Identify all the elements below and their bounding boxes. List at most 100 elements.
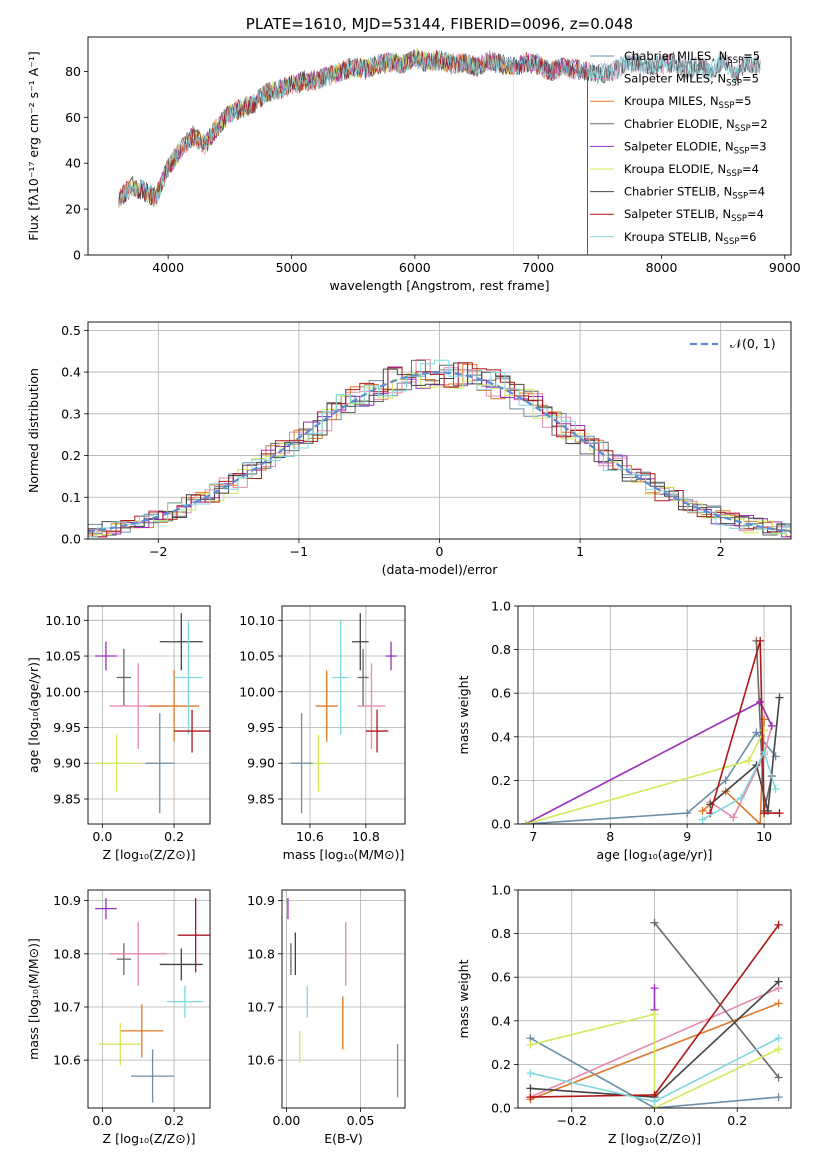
legend-sub: SSP bbox=[726, 169, 742, 179]
y-tick-label: 10.6 bbox=[53, 1053, 81, 1068]
panel-weight-vs-age: 7 8 9 10 0.0 0.2 0.4 0.6 0.8 1.0 age [log₁₀(age/yr… bbox=[456, 599, 792, 862]
y-tick-label: 0.0 bbox=[491, 1101, 511, 1116]
y-tick-label: 0.6 bbox=[491, 686, 511, 701]
legend-label: Chabrier ELODIE, NSSP=2 bbox=[624, 117, 768, 134]
x-tick-label: 0.2 bbox=[164, 1113, 184, 1128]
x-axis-label: mass [log₁₀(M/M⊙)] bbox=[283, 847, 405, 862]
x-axis-label: age [log₁₀(age/yr)] bbox=[597, 847, 713, 862]
legend-label-text: Chabrier MILES, N bbox=[624, 49, 727, 63]
legend-label: Kroupa ELODIE, NSSP=4 bbox=[624, 162, 759, 179]
weight-marker bbox=[521, 820, 530, 824]
legend-sub: SSP bbox=[724, 237, 740, 247]
legend-label-text: Kroupa ELODIE, N bbox=[624, 162, 726, 176]
legend-label: Salpeter ELODIE, NSSP=3 bbox=[624, 139, 767, 156]
histogram-series bbox=[88, 359, 791, 538]
axes-frame bbox=[87, 36, 792, 256]
errorbar-point bbox=[159, 613, 203, 671]
y-tick-label: 60 bbox=[65, 110, 81, 125]
y-tick-label: 10.9 bbox=[247, 893, 275, 908]
y-tick-label: 9.85 bbox=[247, 791, 275, 806]
x-tick-label: 10.6 bbox=[296, 829, 324, 844]
legend-label: Kroupa MILES, NSSP=5 bbox=[624, 94, 751, 111]
weight-series bbox=[702, 749, 777, 821]
x-axis-label: Z [log₁₀(Z/Z⊙)] bbox=[103, 1131, 196, 1146]
x-tick-label: 10 bbox=[756, 829, 772, 844]
axes-frame bbox=[87, 889, 211, 1109]
weight-marker bbox=[767, 721, 776, 730]
errorbar-point bbox=[351, 613, 369, 671]
y-tick-label: 10.7 bbox=[53, 999, 81, 1014]
spectrum-series bbox=[118, 51, 588, 255]
weight-marker bbox=[774, 977, 783, 986]
y-tick-label: 0.2 bbox=[61, 448, 81, 463]
weight-marker bbox=[729, 813, 738, 822]
x-axis-label: (data-model)/error bbox=[382, 562, 499, 577]
weight-marker bbox=[650, 1097, 659, 1106]
x-axis-label: E(B-V) bbox=[324, 1131, 363, 1146]
panel-mass-vs-EBV: 0.00 0.05 10.6 10.7 10.8 10.9 E(B-V) bbox=[247, 889, 406, 1146]
weight-marker bbox=[756, 697, 765, 706]
x-tick-label: 5000 bbox=[276, 260, 308, 275]
y-tick-label: 9.95 bbox=[53, 720, 81, 735]
y-tick-label: 0.4 bbox=[61, 365, 81, 380]
weight-series bbox=[709, 697, 781, 812]
weight-marker bbox=[771, 785, 780, 794]
y-tick-label: 9.85 bbox=[53, 791, 81, 806]
errorbar-point bbox=[116, 943, 132, 976]
legend-val: =5 bbox=[734, 94, 751, 108]
errorbar-point bbox=[145, 713, 175, 814]
chart-title: PLATE=1610, MJD=53144, FIBERID=0096, z=0… bbox=[246, 15, 633, 33]
errorbar-point bbox=[98, 1022, 142, 1066]
y-tick-label: 40 bbox=[65, 156, 81, 171]
y-tick-label: 0.8 bbox=[491, 926, 511, 941]
y-axis-label: mass [log₁₀(M/M⊙)] bbox=[26, 938, 41, 1060]
normal-curve bbox=[88, 371, 791, 533]
y-tick-label: 9.90 bbox=[247, 756, 275, 771]
x-tick-label: 0.2 bbox=[164, 829, 184, 844]
legend-label-text: Kroupa STELIB, N bbox=[624, 230, 724, 244]
y-tick-label: 10.9 bbox=[53, 893, 81, 908]
x-tick-label: 0.05 bbox=[347, 1113, 375, 1128]
errorbar-point bbox=[149, 670, 200, 742]
y-tick-label: 0.0 bbox=[491, 817, 511, 832]
legend-label: Kroupa STELIB, NSSP=6 bbox=[624, 230, 756, 247]
x-tick-label: 1 bbox=[576, 544, 584, 559]
weight-marker bbox=[756, 820, 765, 824]
x-tick-label: 8000 bbox=[646, 260, 678, 275]
y-tick-label: 80 bbox=[65, 64, 81, 79]
legend-sub: SSP bbox=[735, 124, 751, 134]
errorbar-point bbox=[166, 985, 203, 1018]
errorbar-point bbox=[109, 921, 167, 986]
errorbar-point bbox=[116, 648, 132, 707]
y-tick-label: 0.2 bbox=[491, 1057, 511, 1072]
weight-series bbox=[653, 922, 780, 1079]
legend-sub: SSP bbox=[726, 79, 742, 89]
weight-marker bbox=[737, 793, 746, 802]
weight-marker bbox=[698, 806, 707, 815]
weight-marker bbox=[752, 728, 761, 737]
axes-frame bbox=[281, 605, 406, 825]
panel-spectrum: 4000 5000 6000 7000 8000 9000 0 20 40 60 80 wavelen… bbox=[26, 15, 801, 293]
weight-series bbox=[530, 1037, 779, 1108]
errorbar-point bbox=[174, 620, 203, 735]
y-tick-label: 0.5 bbox=[61, 323, 81, 338]
legend-sub: SSP bbox=[731, 214, 747, 224]
x-tick-label: 6000 bbox=[399, 260, 431, 275]
plot-area bbox=[287, 897, 399, 1098]
weight-series bbox=[709, 640, 780, 814]
weight-marker bbox=[774, 1034, 783, 1043]
y-axis-label: Flux [fλ10⁻¹⁷ erg cm⁻² s⁻¹ A⁻¹] bbox=[26, 51, 41, 240]
plot-area bbox=[95, 613, 210, 814]
y-tick-label: 1.0 bbox=[491, 883, 511, 898]
legend: 𝒩(0, 1) bbox=[690, 336, 776, 351]
legend-label-text: Salpeter MILES, N bbox=[624, 72, 726, 86]
errorbar-point bbox=[315, 670, 338, 742]
errorbar-point bbox=[357, 648, 369, 707]
x-tick-label: −2 bbox=[149, 544, 167, 559]
errorbar-point bbox=[131, 1049, 175, 1103]
y-tick-label: 0.3 bbox=[61, 406, 81, 421]
x-axis-label: Z [log₁₀(Z/Z⊙)] bbox=[103, 847, 196, 862]
plot-area bbox=[526, 918, 783, 1108]
x-tick-label: 0.00 bbox=[273, 1113, 301, 1128]
weight-marker bbox=[683, 809, 692, 818]
